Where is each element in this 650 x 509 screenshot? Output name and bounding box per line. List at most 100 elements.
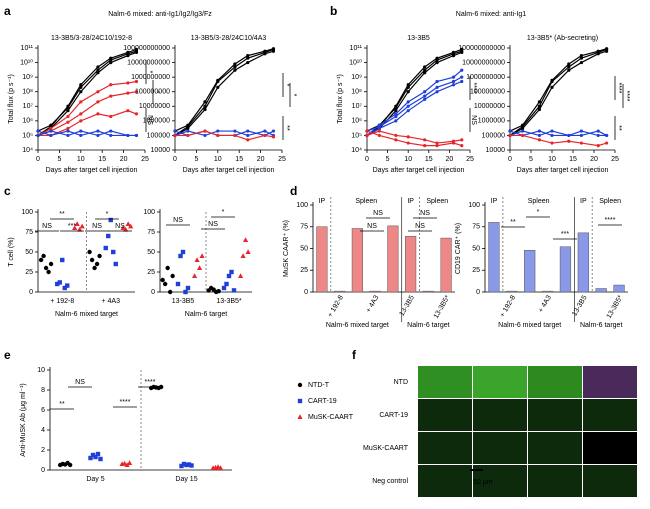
point (97, 253, 102, 259)
point (596, 144, 600, 148)
y-tick-label: 8 (41, 387, 45, 394)
y-tick-label: 100000000000 (123, 45, 170, 52)
y-tick-label: 100000 (147, 132, 170, 139)
y-tick-label: 10000 (151, 147, 171, 154)
section-label: Spleen (355, 198, 377, 205)
row-label: Neg control (372, 478, 408, 485)
series-line (37, 50, 137, 132)
point (109, 129, 113, 133)
x-tick-label: 13-3B5* (433, 294, 452, 320)
point (186, 462, 192, 467)
point (216, 129, 220, 133)
point (508, 133, 512, 138)
point (423, 94, 427, 98)
y-tick-label: 50 (147, 249, 155, 256)
group-label: Day 5 (86, 476, 104, 483)
point (271, 49, 276, 53)
series-line (37, 80, 137, 136)
y-tick-label: 10¹¹ (21, 45, 34, 52)
point (435, 58, 439, 62)
point (92, 265, 97, 271)
point (79, 83, 83, 87)
micrograph (528, 366, 582, 398)
x-tick-label: 0 (36, 156, 40, 163)
legend-marker (297, 382, 303, 388)
bar (422, 290, 434, 293)
series-line (366, 130, 462, 147)
y-tick-label: 0 (476, 289, 480, 296)
point (579, 56, 584, 60)
point (46, 269, 51, 275)
point (180, 249, 186, 255)
bar (524, 249, 536, 293)
point (579, 133, 584, 138)
point (246, 56, 250, 60)
subplot-title: 13-3B5* (Ab-secreting) (527, 35, 598, 42)
point (221, 285, 227, 291)
point (435, 90, 439, 94)
y-tick-label: 10⁹ (351, 74, 362, 81)
point (108, 217, 113, 223)
group-label: Nalm-6 target (580, 322, 622, 329)
x-axis-label: Days after target cell injection (46, 167, 138, 174)
y-tick-label: 100000000 (470, 89, 505, 96)
point (394, 133, 398, 138)
point (38, 257, 44, 263)
point (109, 83, 113, 87)
y-axis-label: Total flux (p s⁻¹) (337, 74, 344, 124)
point (95, 451, 101, 457)
significance: * (153, 91, 160, 94)
point (451, 79, 456, 84)
y-tick-label: 10000000000 (462, 59, 505, 66)
series-line (366, 76, 463, 132)
legend-marker (297, 398, 303, 404)
point (126, 91, 130, 95)
x-tick-label: 5 (529, 156, 533, 163)
point (165, 265, 170, 271)
y-tick-label: 100000000 (135, 89, 170, 96)
point (96, 71, 100, 75)
series-line (37, 48, 137, 136)
y-axis-label: MuSK CAAR⁺ (%) (283, 220, 290, 277)
point (233, 133, 237, 138)
point (406, 85, 410, 89)
point (233, 65, 237, 69)
y-axis-label: Total flux (p s⁻¹) (8, 74, 15, 124)
point (109, 94, 113, 98)
y-tick-label: 10000 (486, 147, 506, 154)
row-label: CART-19 (379, 412, 408, 419)
point (394, 138, 398, 142)
y-tick-label: 0 (41, 467, 45, 474)
point (74, 221, 80, 226)
point (537, 129, 542, 133)
point (435, 144, 439, 148)
point (49, 123, 53, 127)
y-tick-label: 75 (300, 224, 308, 231)
series-line (509, 48, 607, 136)
point (89, 257, 95, 263)
point (460, 68, 464, 72)
x-tick-label: 0 (508, 156, 512, 163)
y-tick-label: 25 (147, 269, 155, 276)
x-tick-label: 20 (257, 156, 265, 163)
point (199, 253, 205, 258)
series-line (509, 130, 607, 137)
point (120, 225, 126, 230)
bar (488, 222, 500, 293)
y-tick-label: 10⁹ (22, 74, 33, 81)
y-tick-label: 2 (41, 447, 45, 454)
subplot-title: 13-3B5/3-28/24C10/4A3 (191, 35, 267, 42)
x-tick-label: 13-3B5* (606, 294, 625, 320)
point (263, 52, 267, 56)
point (435, 141, 439, 145)
x-tick-label: + 192-8 (499, 294, 517, 318)
legend-label: NTD-T (308, 382, 330, 389)
point (49, 126, 53, 131)
micrograph (418, 366, 472, 398)
point (126, 52, 130, 56)
significance: NS (367, 223, 377, 230)
point (126, 109, 130, 113)
point (203, 100, 207, 104)
point (596, 52, 600, 56)
